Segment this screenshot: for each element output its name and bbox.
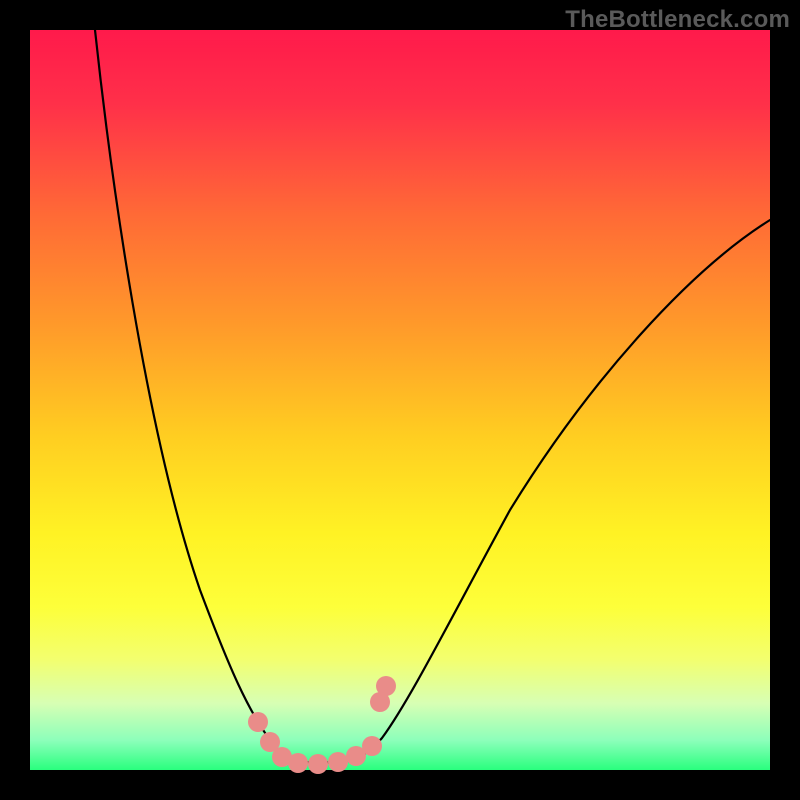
frame-left [0,0,30,800]
marker-layer [30,30,770,770]
data-marker [362,736,382,756]
frame-bottom [0,770,800,800]
plot-area [30,30,770,770]
data-marker [248,712,268,732]
frame-right [770,0,800,800]
data-marker [288,753,308,773]
data-marker [308,754,328,774]
data-marker [376,676,396,696]
data-marker [328,752,348,772]
